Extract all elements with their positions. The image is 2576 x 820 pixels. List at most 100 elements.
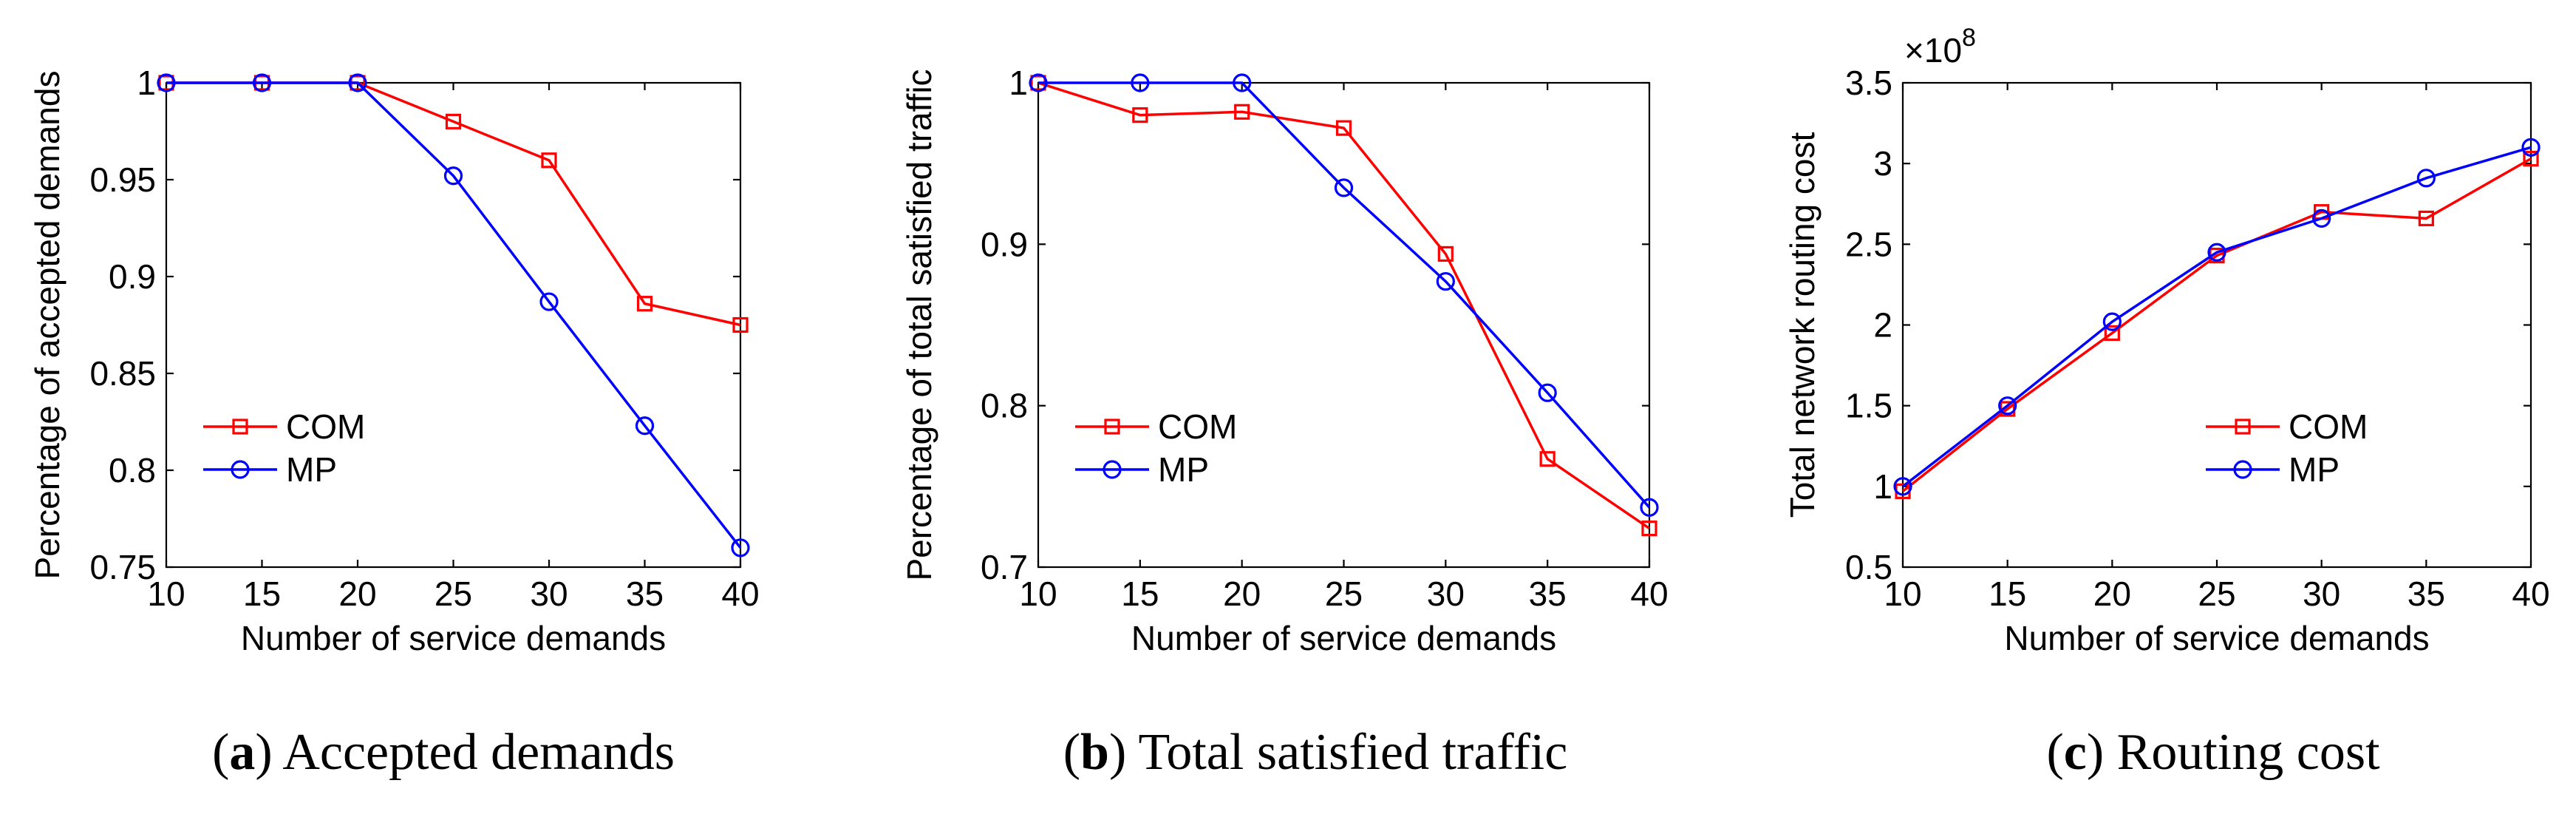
- x-axis-label: Number of service demands: [1131, 619, 1556, 657]
- x-tick-label: 10: [1019, 575, 1057, 613]
- series-line-com: [166, 81, 741, 327]
- data-point-mp: [2207, 243, 2226, 262]
- x-axis-label: Number of service demands: [241, 619, 666, 657]
- x-tick-label: 15: [1989, 575, 2026, 613]
- x-tick-label: 10: [1884, 575, 1921, 613]
- data-point-mp: [1538, 383, 1557, 402]
- series-line-mp: [166, 81, 742, 549]
- data-point-com: [2104, 325, 2120, 342]
- series-line-mp: [1038, 81, 1651, 509]
- plot-area-frame: [1901, 81, 2532, 569]
- data-point-mp: [635, 416, 655, 436]
- data-point-mp: [731, 538, 750, 558]
- data-point-mp: [1998, 396, 2017, 416]
- data-point-mp: [2102, 312, 2122, 331]
- y-axis-multiplier: ×108: [1904, 24, 1976, 70]
- x-tick-label: 35: [626, 575, 664, 613]
- legend-marker-mp: [2233, 460, 2252, 479]
- data-point-com: [1437, 245, 1454, 262]
- series-line-com: [1037, 81, 1650, 530]
- y-axis-label: Percentage of accepted demands: [28, 71, 67, 580]
- legend: COM MP: [1075, 407, 1237, 489]
- legend-marker-mp: [1103, 460, 1122, 479]
- data-point-com: [732, 316, 749, 333]
- legend-label-com: COM: [1158, 407, 1237, 446]
- series-mp: [1029, 73, 1659, 517]
- data-point-com: [1335, 120, 1352, 136]
- data-point-com: [1641, 520, 1657, 537]
- data-point-mp: [157, 73, 176, 92]
- data-point-mp: [443, 166, 463, 186]
- data-point-com: [1132, 107, 1148, 123]
- panel-caption: (c) Routing cost: [2046, 724, 2380, 781]
- data-point-mp: [1640, 498, 1659, 517]
- data-point-com: [445, 113, 462, 129]
- x-tick-label: 25: [2198, 575, 2235, 613]
- legend-label-com: COM: [286, 407, 365, 446]
- y-tick-label: 0.7: [981, 548, 1028, 586]
- data-point-mp: [1334, 178, 1354, 197]
- legend-marker-com: [2235, 419, 2251, 435]
- panel-caption: (b) Total satisfied traffic: [1063, 724, 1568, 781]
- series-com: [1030, 75, 1657, 537]
- data-point-mp: [348, 73, 367, 92]
- data-point-com: [2523, 151, 2539, 167]
- chart-c: 10 15 20 25 30 35 40 0.5 1 1.5 2 2.5 3 3.5 ×108 Number …: [1783, 24, 2550, 781]
- legend: COM MP: [2206, 407, 2368, 489]
- chart-b: 10 15 20 25 30 35 40 0.7 0.8 0.9 1 Number of servic…: [900, 64, 1669, 781]
- legend-label-mp: MP: [1158, 450, 1209, 489]
- y-tick-label: 0.9: [109, 257, 156, 296]
- data-point-mp: [1233, 73, 1252, 92]
- y-tick-label: 0.8: [109, 451, 156, 489]
- data-point-mp: [1893, 477, 1912, 496]
- x-tick-label: 25: [435, 575, 472, 613]
- y-tick-label: 1.5: [1845, 387, 1892, 425]
- x-tick-label: 25: [1325, 575, 1363, 613]
- y-axis-label: Percentage of total satisfied traffic: [900, 69, 938, 580]
- data-point-mp: [2521, 138, 2541, 157]
- x-tick-label: 40: [721, 575, 759, 613]
- x-tick-label: 30: [2303, 575, 2340, 613]
- data-point-mp: [2312, 209, 2331, 228]
- legend-marker-mp: [231, 460, 250, 479]
- data-point-mp: [1131, 73, 1150, 92]
- x-tick-label: 30: [530, 575, 568, 613]
- y-tick-label: 2: [1873, 306, 1892, 345]
- y-tick-label: 1: [1009, 64, 1028, 102]
- y-tick-label: 0.85: [89, 354, 156, 393]
- data-point-com: [1234, 104, 1250, 120]
- legend-label-com: COM: [2289, 407, 2368, 446]
- y-tick-label: 3: [1873, 144, 1892, 183]
- y-tick-label: 0.9: [981, 225, 1028, 263]
- y-tick-label: 0.8: [981, 387, 1028, 425]
- legend-label-mp: MP: [286, 450, 337, 489]
- x-tick-label: 15: [1121, 575, 1159, 613]
- series-line-mp: [1901, 146, 2532, 488]
- legend: COM MP: [203, 407, 365, 489]
- data-point-mp: [252, 73, 272, 92]
- y-tick-label: 0.95: [89, 160, 156, 199]
- series-mp: [1893, 138, 2541, 496]
- legend-marker-com: [1104, 419, 1120, 435]
- y-tick-label: 3.5: [1845, 64, 1892, 102]
- data-point-com: [2418, 210, 2434, 226]
- panel-caption: (a) Accepted demands: [212, 724, 675, 781]
- data-point-mp: [539, 292, 559, 311]
- x-tick-label: 30: [1427, 575, 1465, 613]
- x-tick-label: 20: [1223, 575, 1261, 613]
- data-point-com: [1539, 451, 1556, 467]
- series-com: [158, 75, 749, 333]
- x-tick-label: 40: [1630, 575, 1668, 613]
- chart-a: 10 15 20 25 30 35 40 0.75 0.8 0.85 0.9 0.95 1 Number …: [28, 64, 760, 781]
- data-point-com: [541, 152, 557, 169]
- y-tick-label: 2.5: [1845, 225, 1892, 263]
- series-mp: [157, 73, 750, 558]
- y-axis-label: Total network routing cost: [1783, 132, 1822, 518]
- data-point-mp: [1029, 73, 1048, 92]
- x-tick-label: 10: [147, 575, 185, 613]
- series-line-com: [1901, 157, 2532, 492]
- series-com: [1895, 151, 2539, 499]
- plot-area-frame: [165, 81, 742, 569]
- y-tick-label: 1: [1873, 467, 1892, 506]
